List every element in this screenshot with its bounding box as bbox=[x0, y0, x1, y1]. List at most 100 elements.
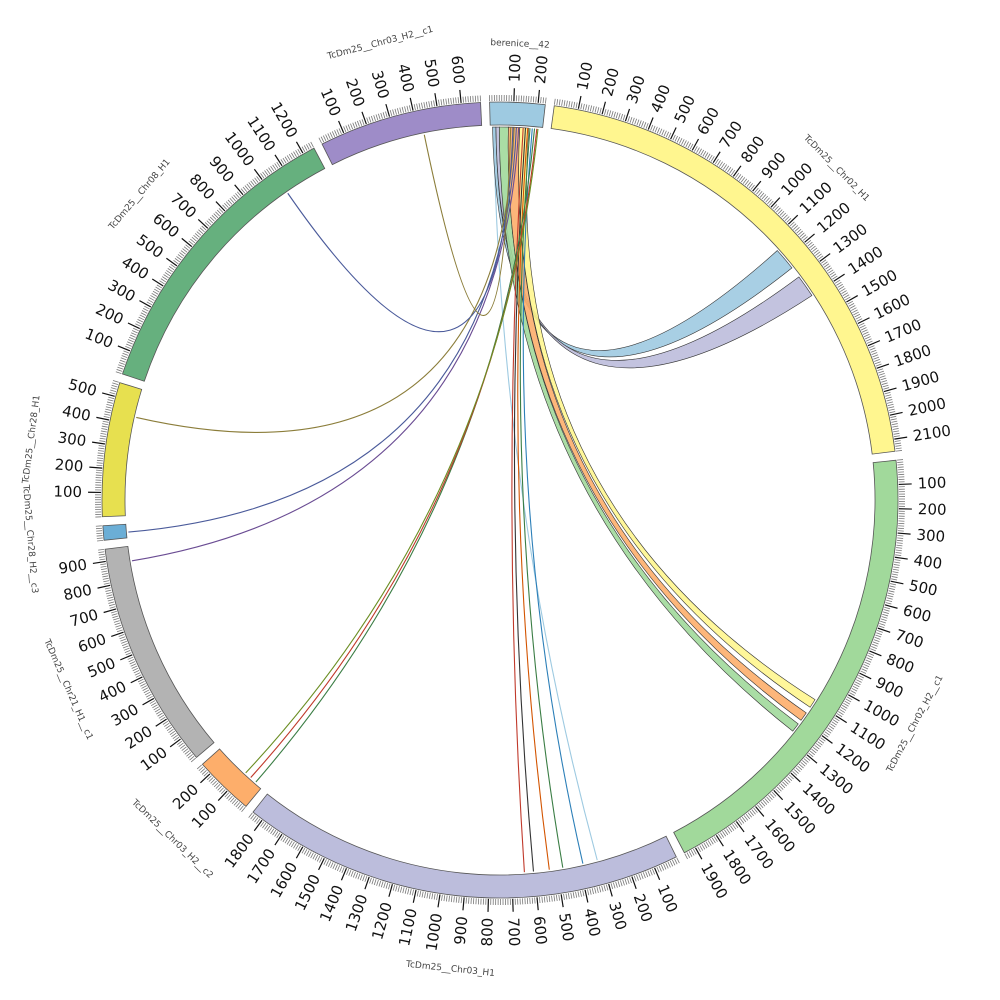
minor-tick bbox=[404, 887, 407, 894]
minor-tick bbox=[176, 256, 182, 261]
major-tick bbox=[770, 197, 781, 208]
minor-tick bbox=[656, 127, 660, 134]
minor-tick bbox=[97, 539, 104, 542]
minor-tick bbox=[589, 888, 592, 895]
minor-tick bbox=[892, 428, 899, 430]
minor-tick bbox=[303, 849, 308, 855]
minor-tick bbox=[206, 775, 212, 781]
tick-label: 100 bbox=[506, 53, 525, 82]
minor-tick bbox=[336, 865, 341, 872]
minor-tick bbox=[100, 563, 107, 566]
minor-tick bbox=[585, 104, 588, 111]
minor-tick bbox=[168, 728, 174, 733]
minor-tick bbox=[775, 788, 780, 794]
minor-tick bbox=[738, 175, 744, 181]
minor-tick bbox=[640, 873, 644, 880]
minor-tick bbox=[783, 779, 789, 785]
major-tick bbox=[821, 735, 833, 744]
minor-tick bbox=[352, 122, 356, 129]
minor-tick bbox=[106, 594, 113, 597]
minor-tick bbox=[706, 153, 711, 160]
minor-tick bbox=[878, 625, 885, 629]
tick-label: 500 bbox=[85, 654, 118, 682]
minor-tick bbox=[615, 112, 619, 119]
major-tick bbox=[806, 754, 818, 764]
minor-tick bbox=[781, 212, 787, 218]
minor-tick bbox=[761, 194, 767, 200]
minor-tick bbox=[787, 776, 793, 782]
minor-tick bbox=[356, 120, 360, 127]
minor-tick bbox=[862, 666, 869, 670]
minor-tick bbox=[654, 126, 658, 133]
major-tick bbox=[253, 819, 263, 832]
minor-tick bbox=[316, 855, 321, 862]
minor-tick bbox=[131, 332, 137, 336]
minor-tick bbox=[210, 778, 216, 784]
minor-tick bbox=[465, 96, 467, 103]
minor-tick bbox=[774, 205, 779, 211]
tick-label: 200 bbox=[531, 55, 552, 85]
tick-label: 700 bbox=[716, 118, 747, 152]
major-tick bbox=[846, 295, 859, 303]
minor-tick bbox=[135, 323, 141, 327]
minor-tick bbox=[121, 640, 127, 644]
major-tick bbox=[608, 883, 613, 897]
minor-tick bbox=[345, 125, 349, 132]
minor-tick bbox=[240, 188, 246, 194]
minor-tick bbox=[886, 399, 893, 402]
minor-tick bbox=[343, 126, 347, 133]
minor-tick bbox=[824, 731, 830, 736]
minor-tick bbox=[649, 869, 653, 876]
minor-tick bbox=[327, 861, 332, 867]
minor-tick bbox=[140, 312, 147, 316]
minor-tick bbox=[705, 841, 710, 848]
minor-tick bbox=[713, 836, 718, 842]
minor-tick bbox=[101, 573, 108, 575]
minor-tick bbox=[542, 97, 545, 104]
minor-tick bbox=[127, 656, 134, 660]
minor-tick bbox=[364, 876, 368, 882]
minor-tick bbox=[683, 140, 687, 146]
minor-tick bbox=[286, 155, 291, 161]
link-berenice-chr08_h1 bbox=[287, 127, 514, 333]
minor-tick bbox=[96, 462, 103, 464]
minor-tick bbox=[222, 204, 227, 210]
minor-tick bbox=[867, 655, 874, 659]
minor-tick bbox=[105, 592, 112, 595]
minor-tick bbox=[101, 570, 108, 573]
minor-tick bbox=[276, 832, 281, 839]
minor-tick bbox=[741, 816, 747, 823]
minor-tick bbox=[627, 116, 631, 123]
major-tick bbox=[847, 694, 860, 702]
minor-tick bbox=[865, 338, 872, 342]
minor-tick bbox=[856, 318, 863, 322]
minor-tick bbox=[893, 566, 900, 569]
minor-tick bbox=[889, 411, 896, 414]
minor-tick bbox=[730, 825, 735, 831]
minor-tick bbox=[638, 873, 642, 880]
minor-tick bbox=[404, 106, 407, 113]
minor-tick bbox=[102, 575, 109, 578]
minor-tick bbox=[206, 220, 212, 226]
minor-tick bbox=[250, 180, 255, 186]
minor-tick bbox=[749, 810, 754, 817]
minor-tick bbox=[392, 884, 396, 891]
major-tick bbox=[103, 608, 117, 614]
tick-label: 600 bbox=[694, 104, 724, 138]
minor-tick bbox=[803, 758, 809, 763]
minor-tick bbox=[776, 207, 781, 213]
minor-tick bbox=[686, 852, 691, 858]
major-tick bbox=[584, 889, 589, 903]
minor-tick bbox=[768, 795, 773, 800]
minor-tick bbox=[119, 359, 126, 363]
minor-tick bbox=[829, 271, 835, 276]
minor-tick bbox=[196, 764, 202, 770]
minor-tick bbox=[100, 568, 108, 571]
major-tick bbox=[577, 95, 582, 109]
minor-tick bbox=[589, 105, 593, 112]
minor-tick bbox=[142, 687, 149, 691]
minor-tick bbox=[543, 896, 546, 903]
major-tick bbox=[732, 165, 742, 177]
minor-tick bbox=[896, 459, 904, 461]
minor-tick bbox=[105, 406, 112, 409]
